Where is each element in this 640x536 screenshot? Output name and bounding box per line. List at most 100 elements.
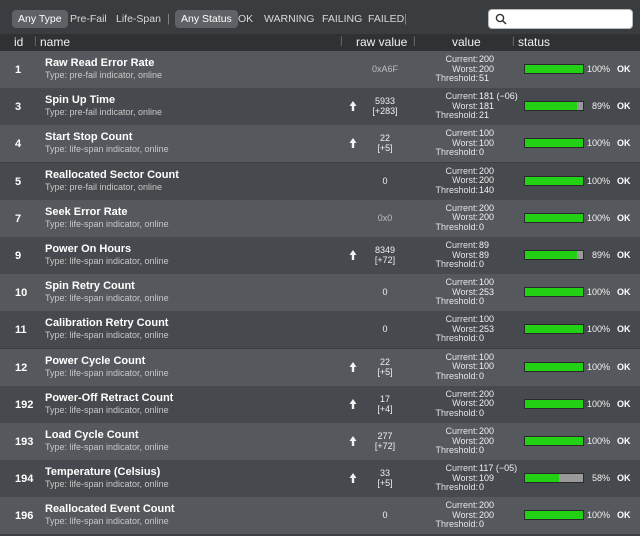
filter-any-type[interactable]: Any Type	[12, 10, 68, 28]
table-row[interactable]: 11 Calibration Retry Count Type: life-span…	[0, 311, 640, 349]
table-row[interactable]: 3 Spin Up Time Type: pre-fail indicator, o…	[0, 88, 640, 126]
attribute-type: Type: life-span indicator, online	[45, 479, 169, 490]
worst-label: Worst:	[452, 323, 478, 334]
column-header-status[interactable]: status	[518, 35, 551, 49]
worst-label: Worst:	[452, 175, 478, 186]
raw-value-delta: [+72]	[374, 441, 396, 451]
status-percent: 100%	[586, 361, 610, 372]
status-text: OK	[617, 250, 631, 260]
current-label: Current:	[445, 314, 478, 325]
raw-value-number: 0xA6F	[371, 64, 398, 74]
status-text: OK	[617, 473, 631, 484]
filter-toolbar: Any Type Pre-Fail Life-Span | Any Status…	[0, 0, 640, 34]
column-header-value[interactable]: value	[452, 35, 481, 49]
raw-value: 0xA6F	[360, 64, 410, 74]
column-header-raw-value[interactable]: raw value	[356, 35, 408, 49]
raw-value: 0	[360, 510, 410, 520]
worst-value: 253	[479, 286, 495, 297]
raw-value: 8349 [+72]	[360, 245, 410, 265]
column-header-id[interactable]: id	[14, 35, 24, 49]
table-row[interactable]: 1 Raw Read Error Rate Type: pre-fail indic…	[0, 51, 640, 88]
column-header-name[interactable]: name	[40, 35, 71, 49]
table-row[interactable]: 4 Start Stop Count Type: life-span indicat…	[0, 125, 640, 163]
table-row[interactable]: 193 Load Cycle Count Type: life-span indic…	[0, 423, 640, 460]
table-row[interactable]: 10 Spin Retry Count Type: life-span indica…	[0, 274, 640, 312]
status-percent: 100%	[586, 324, 610, 335]
attribute-type: Type: pre-fail indicator, online	[45, 107, 163, 118]
value-numbers: 200 200 140	[479, 166, 519, 196]
attribute-type: Type: life-span indicator, online	[45, 293, 169, 304]
status-text: OK	[617, 64, 631, 74]
status-percent: 89%	[591, 101, 610, 112]
filter-failing[interactable]: FAILING	[322, 13, 363, 25]
attribute-id: 4	[15, 138, 22, 151]
raw-value: 0	[360, 176, 410, 186]
value-labels: Current: Worst: Threshold:	[414, 278, 478, 307]
attribute-type: Type: life-span indicator, online	[45, 367, 169, 378]
raw-value-delta: [+72]	[374, 255, 396, 265]
status-bar-fill	[525, 139, 583, 148]
worst-label: Worst:	[452, 249, 478, 260]
threshold-label: Threshold:	[435, 445, 478, 455]
table-row[interactable]: 7 Seek Error Rate Type: life-span indicato…	[0, 199, 640, 237]
status-bar	[524, 287, 584, 298]
raw-value: 22 [+5]	[360, 133, 410, 153]
filter-any-status[interactable]: Any Status	[175, 10, 238, 28]
raw-value: 17 [+4]	[360, 394, 410, 414]
current-label: Current:	[445, 388, 478, 399]
attribute-id: 193	[15, 436, 34, 448]
threshold-value: 0	[479, 519, 485, 530]
filter-life-span[interactable]: Life-Span	[116, 13, 161, 25]
threshold-value: 0	[479, 482, 485, 493]
raw-value-number: 5933	[374, 96, 396, 107]
raw-value-number: 0	[382, 324, 388, 335]
current-label: Current:	[445, 426, 478, 436]
raw-value-number: 0	[382, 510, 388, 521]
table-row[interactable]: 194 Temperature (Celsius) Type: life-span …	[0, 460, 640, 498]
status-percent: 100%	[586, 287, 610, 298]
threshold-label: Threshold:	[435, 110, 478, 121]
filter-ok[interactable]: OK	[238, 13, 254, 25]
current-label: Current:	[445, 500, 478, 511]
filter-failed[interactable]: FAILED	[368, 13, 405, 25]
attribute-id: 11	[15, 324, 27, 337]
arrow-up-icon	[349, 361, 357, 372]
value-numbers: 181 (−06) 181 21	[479, 92, 519, 121]
filter-warning[interactable]: WARNING	[264, 13, 315, 25]
status-text: OK	[617, 361, 631, 372]
attribute-type: Type: life-span indicator, online	[45, 218, 169, 229]
table-row[interactable]: 9 Power On Hours Type: life-span indicator…	[0, 237, 640, 274]
worst-value: 181	[479, 100, 495, 111]
arrow-up-icon	[349, 101, 357, 112]
threshold-label: Threshold:	[435, 296, 478, 307]
attribute-name: Calibration Retry Count	[45, 317, 169, 330]
raw-value-number: 0	[382, 287, 388, 298]
filter-separator: |	[404, 13, 407, 25]
filter-pre-fail[interactable]: Pre-Fail	[70, 13, 107, 25]
status-text: OK	[617, 324, 631, 335]
table-header: id | name | raw value | value | status	[0, 34, 640, 51]
table-row[interactable]: 192 Power-Off Retract Count Type: life-spa…	[0, 385, 640, 423]
worst-value: 200	[479, 212, 495, 223]
current-label: Current:	[445, 202, 478, 213]
status-bar-fill	[525, 399, 583, 408]
current-label: Current:	[445, 54, 478, 64]
threshold-label: Threshold:	[435, 482, 478, 493]
worst-label: Worst:	[452, 509, 478, 520]
table-row[interactable]: 12 Power Cycle Count Type: life-span indic…	[0, 348, 640, 386]
value-labels: Current: Worst: Threshold:	[414, 426, 478, 456]
value-numbers: 200 200 0	[479, 426, 519, 456]
status-text: OK	[617, 287, 631, 298]
table-row[interactable]: 5 Reallocated Sector Count Type: pre-fail …	[0, 162, 640, 200]
threshold-value: 0	[479, 407, 485, 418]
search-input[interactable]	[488, 9, 633, 29]
arrow-up-icon	[349, 138, 357, 149]
raw-value-number: 22	[379, 133, 390, 144]
value-labels: Current: Worst: Threshold:	[414, 129, 478, 158]
current-value: 117 (−05)	[479, 463, 518, 474]
current-value: 200	[479, 426, 495, 436]
attribute-name: Power-Off Retract Count	[45, 391, 174, 404]
current-value: 100	[479, 351, 495, 362]
table-row[interactable]: 196 Reallocated Event Count Type: life-spa…	[0, 497, 640, 535]
status-percent: 100%	[586, 212, 610, 223]
